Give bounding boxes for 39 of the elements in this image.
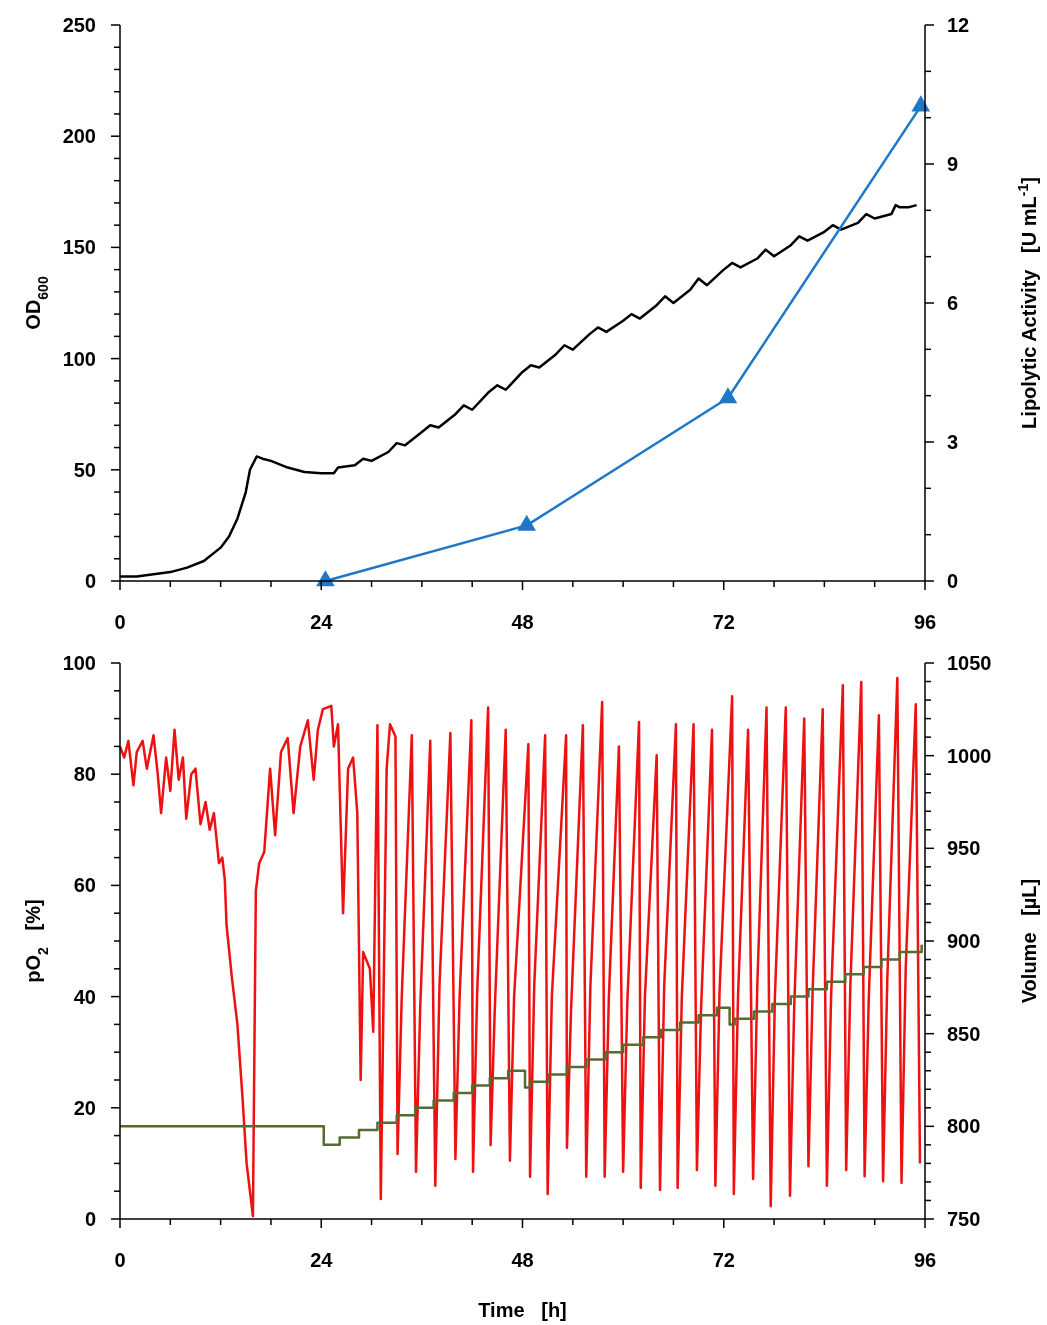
x-tick-label: 24 [310,611,334,633]
x-tick-label: 72 [712,1249,735,1271]
x-tick-label: 24 [310,1249,334,1271]
y-tick-label: 80 [73,763,96,786]
x-tick-label: 72 [712,611,735,633]
point [718,387,738,404]
x-tick-label: 0 [114,1249,126,1271]
y2-tick-label: 1000 [947,744,992,767]
y2-tick-label: 950 [947,837,981,860]
line-series [118,676,922,1218]
x-tick-label: 96 [913,611,937,633]
y-tick-label: 100 [62,652,96,674]
y2-tick-label: 800 [947,1115,981,1138]
y2-tick-label: 850 [947,1022,981,1045]
y2-tick-label: 3 [947,431,959,453]
y2-tick-label: 1050 [947,652,992,674]
x-axis-title: Time [h] [478,1299,567,1321]
point [517,514,536,531]
y2-tick-label: 900 [947,930,981,952]
y2-tick-label: 9 [947,153,959,175]
y-tick-label: 20 [73,1096,96,1119]
y2-tick-label: 0 [947,570,959,592]
y-tick-label: 150 [62,236,96,259]
x-tick-label: 48 [511,611,534,633]
x-tick-label: 48 [511,1249,534,1271]
y2-tick-label: 12 [947,14,970,36]
y-tick-label: 0 [84,570,96,592]
y-tick-label: 100 [62,347,96,370]
y-tick-label: 200 [62,125,96,148]
y-tick-label: 60 [73,874,96,897]
y2-tick-label: 750 [947,1208,981,1230]
y-tick-label: 250 [62,14,96,36]
x-tick-label: 0 [114,611,126,633]
x-tick-label: 96 [913,1249,937,1271]
y-tick-label: 0 [84,1208,96,1230]
y2-tick-label: 6 [947,292,959,314]
y-tick-label: 50 [73,458,96,481]
y-tick-label: 40 [73,985,96,1008]
y2-axis-title: Volume [µL] [1018,878,1040,1004]
